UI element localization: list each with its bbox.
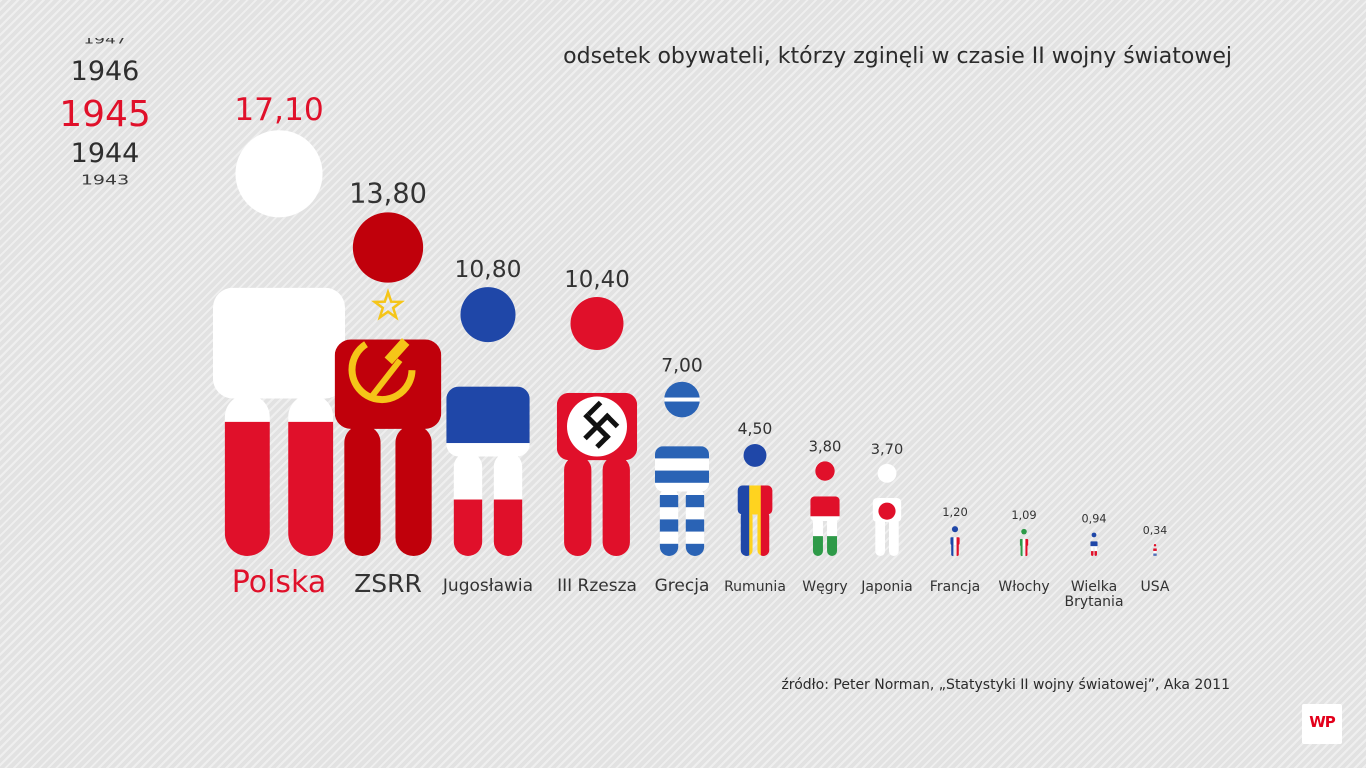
value-label: 17,10	[234, 92, 324, 128]
hammer-emblem	[369, 358, 403, 399]
figure-head	[1021, 528, 1027, 535]
figure-head	[815, 461, 835, 481]
figure-poland: 17,10 Polska	[213, 92, 345, 600]
value-label: 10,40	[564, 267, 630, 293]
value-label: 10,80	[455, 255, 522, 283]
figure-head	[460, 287, 516, 343]
category-label: USA	[1141, 579, 1170, 595]
figure-france: 1,20 Francja	[930, 505, 980, 595]
value-label: 4,50	[738, 420, 773, 438]
figure-ussr: 13,80 ZSRR	[334, 178, 442, 598]
wp-logo[interactable]: WP	[1302, 704, 1342, 744]
figure-hungary: 3,80 Węgry	[802, 438, 847, 595]
value-label: 13,80	[349, 178, 427, 209]
figure-third-reich: 10,40 III Rzesza	[556, 267, 638, 596]
figure-head	[352, 212, 424, 283]
year-option-1944[interactable]: 1944	[70, 138, 140, 169]
figure-head	[1091, 532, 1097, 538]
category-label: Włochy	[998, 579, 1049, 595]
figure-romania: 4,50 Rumunia	[724, 420, 786, 595]
flag-emblem	[878, 502, 896, 520]
value-label: 1,20	[942, 505, 968, 519]
category-label: Jugosławia	[442, 576, 533, 596]
category-label: ZSRR	[354, 569, 422, 598]
figure-head	[743, 443, 767, 467]
figure-italy: 1,09 Włochy	[998, 508, 1049, 595]
value-label: 3,80	[809, 438, 842, 455]
value-label: 0,34	[1143, 524, 1168, 537]
value-label: 1,09	[1011, 508, 1036, 522]
category-label: Japonia	[860, 579, 913, 595]
value-label: 0,94	[1082, 513, 1107, 526]
category-label: Polska	[232, 565, 327, 600]
sickle-emblem	[348, 341, 416, 403]
logo-text: WP	[1309, 713, 1336, 731]
year-option-1943[interactable]: 1943	[80, 174, 130, 188]
year-option-1947[interactable]: 1947	[83, 38, 127, 48]
figure-japan: 3,70 Japonia	[860, 441, 913, 595]
figure-united-kingdom: 0,94 Wielka Brytania	[1064, 513, 1123, 610]
category-label: Grecja	[655, 576, 710, 596]
year-option-selected[interactable]: 1945	[59, 94, 151, 135]
value-label: 3,70	[871, 441, 904, 458]
figure-greece: 7,00 Grecja	[655, 356, 710, 596]
figure-yugoslavia: 10,80 Jugosławia	[442, 255, 533, 596]
category-label: Węgry	[802, 579, 847, 595]
figure-head	[570, 297, 624, 351]
category-label: III Rzesza	[557, 576, 637, 596]
year-option-1946[interactable]: 1946	[70, 56, 140, 87]
category-label: Wielka Brytania	[1064, 579, 1123, 610]
value-label: 7,00	[661, 356, 703, 377]
source-note: źródło: Peter Norman, „Statystyki II woj…	[781, 677, 1230, 693]
figure-head	[951, 526, 959, 533]
year-picker[interactable]: 1947 1946 1945 1944 1943	[55, 34, 155, 194]
category-label: Rumunia	[724, 579, 786, 595]
figure-head	[1153, 544, 1157, 547]
star-emblem	[371, 288, 405, 321]
chart-title: odsetek obywateli, którzy zginęli w czas…	[563, 44, 1232, 69]
category-label: Francja	[930, 579, 980, 595]
figure-usa: 0,34 USA	[1141, 524, 1170, 595]
figure-head	[235, 130, 323, 218]
figure-head	[877, 463, 897, 483]
